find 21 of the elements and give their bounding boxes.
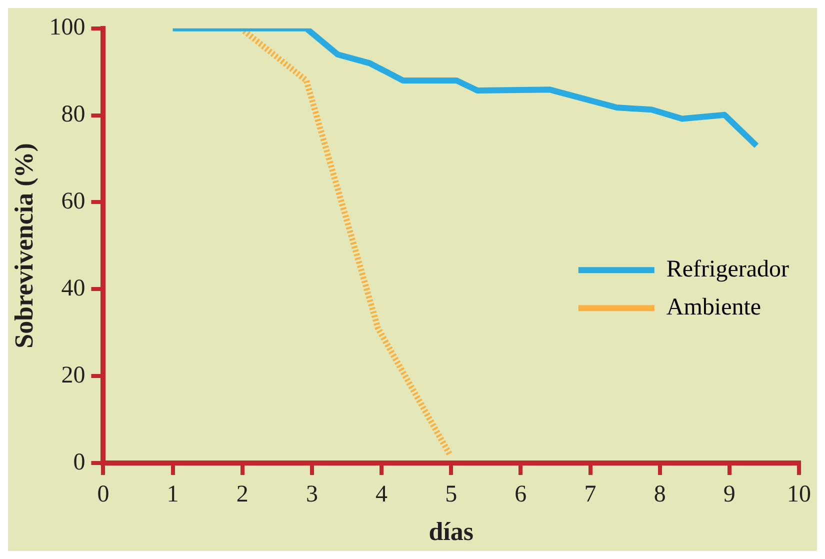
y-tick-label: 60 <box>61 188 86 215</box>
x-tick-label: 6 <box>514 482 527 508</box>
y-tick-label: 40 <box>61 275 86 302</box>
x-tick-label: 3 <box>306 482 318 508</box>
x-tick-label: 10 <box>787 482 811 508</box>
y-tick-label: 0 <box>73 449 86 476</box>
x-tick-label: 2 <box>236 482 248 508</box>
y-tick-label: 100 <box>49 14 86 41</box>
x-tick-label: 1 <box>166 482 179 508</box>
legend-label: Refrigerador <box>666 256 790 282</box>
y-tick-label: 80 <box>61 102 86 128</box>
x-tick-label: 5 <box>445 482 458 508</box>
x-tick-label: 0 <box>97 482 110 508</box>
x-tick-label: 8 <box>654 482 666 508</box>
x-tick-label: 4 <box>376 482 388 508</box>
legend-label: Ambiente <box>666 294 762 320</box>
x-tick-label: 9 <box>723 482 736 508</box>
y-axis-title: Sobrevivencia (%) <box>9 143 38 348</box>
x-tick-label: 7 <box>584 482 596 508</box>
x-axis-title: días <box>428 517 474 546</box>
y-tick-label: 20 <box>61 362 86 388</box>
